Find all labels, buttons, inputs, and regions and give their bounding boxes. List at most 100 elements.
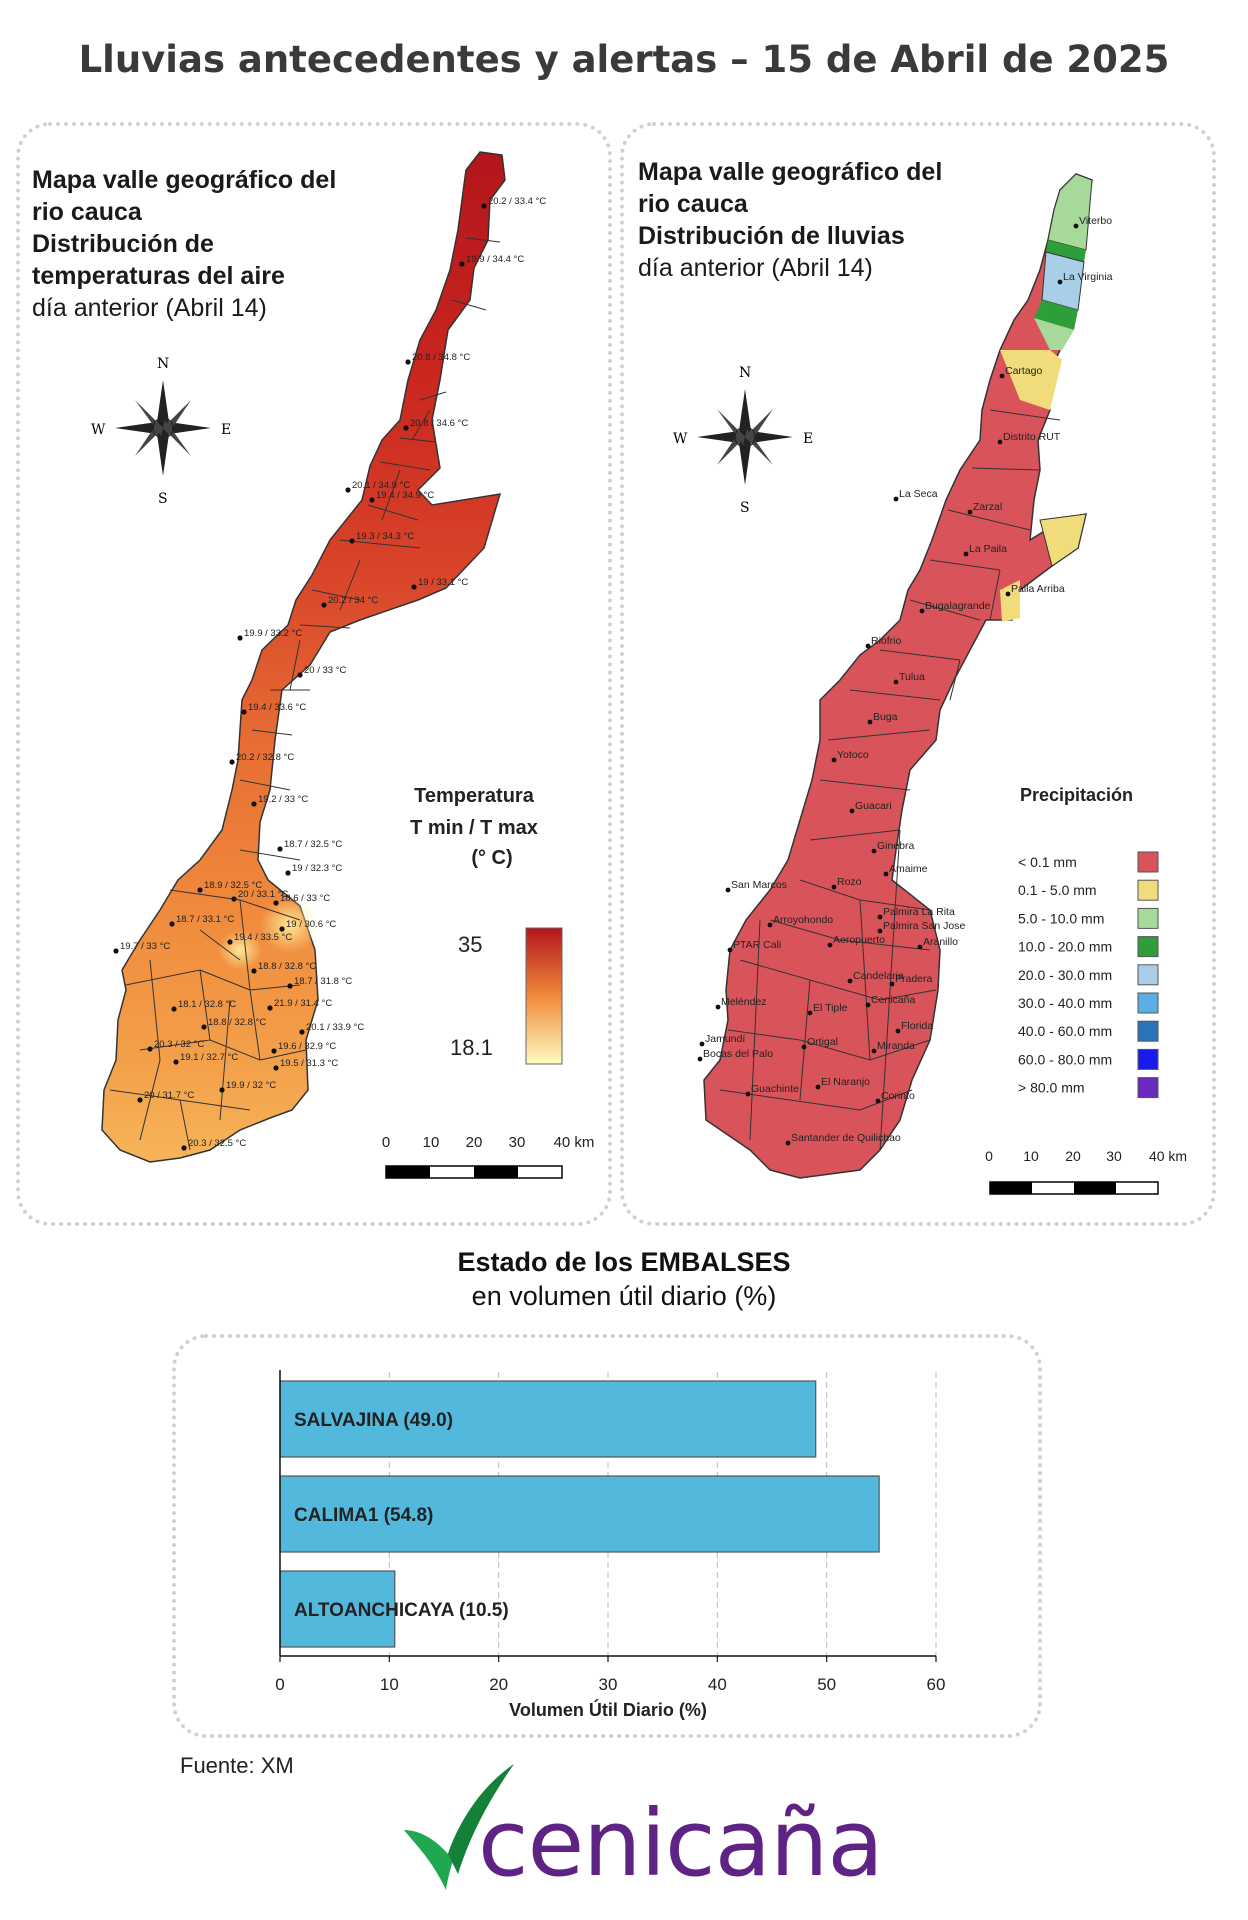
reservoirs-panel <box>172 1334 1042 1738</box>
rain-place-label: Arroyohondo <box>773 914 833 926</box>
temperature-station-marker <box>279 926 285 932</box>
temperature-station-label: 19.1 / 32.7 °C <box>180 1052 238 1063</box>
rain-legend-label: 10.0 - 20.0 mm <box>1018 939 1112 955</box>
temperature-station-label: 18.8 / 32.8 °C <box>258 961 316 972</box>
rain-place-label: Bocas del Palo <box>703 1048 773 1060</box>
temp-title-line4: temperaturas del aire <box>32 262 285 290</box>
temperature-station-label: 19.9 / 33.2 °C <box>244 628 302 639</box>
rain-place-label: El Tiple <box>813 1002 848 1014</box>
rain-legend-label: 0.1 - 5.0 mm <box>1018 882 1097 898</box>
temperature-station-label: 19.9 / 34.4 °C <box>466 254 524 265</box>
temp-scale-30: 30 <box>509 1134 526 1151</box>
reservoirs-subtitle: en volumen útil diario (%) <box>471 1281 777 1311</box>
temperature-station-label: 19.6 / 32.9 °C <box>278 1041 336 1052</box>
temperature-station-label: 20.3 / 32.5 °C <box>188 1138 246 1149</box>
temperature-station-label: 19.9 / 32 °C <box>226 1080 276 1091</box>
rain-place-label: Buga <box>873 711 898 723</box>
rain-legend-label: 20.0 - 30.0 mm <box>1018 967 1112 983</box>
temperature-station-marker <box>137 1097 143 1103</box>
rain-station-marker <box>831 884 837 890</box>
rain-place-label: Candelaria <box>853 970 904 982</box>
rain-title-line4: día anterior (Abril 14) <box>638 254 873 282</box>
rain-station-marker <box>997 439 1003 445</box>
rain-place-label: Palmira San Jose <box>883 920 965 932</box>
rain-place-label: Viterbo <box>1079 215 1112 227</box>
rain-legend-label: 40.0 - 60.0 mm <box>1018 1023 1112 1039</box>
x-tick-label: 40 <box>708 1675 727 1694</box>
temperature-station-marker <box>273 900 279 906</box>
rain-place-label: Riofrio <box>871 635 902 647</box>
rain-legend-swatch <box>1137 879 1159 901</box>
temperature-stations: 20.2 / 33.4 °C 19.9 / 34.4 °C 20.8 / 34.8 … <box>113 196 546 1151</box>
rain-place-label: Meléndez <box>721 996 767 1008</box>
temperature-station-label: 18.9 / 32.5 °C <box>204 880 262 891</box>
x-tick-label: 10 <box>380 1675 399 1694</box>
rain-station-marker <box>871 1048 877 1054</box>
rain-place-label: Guachinte <box>751 1083 799 1095</box>
bar <box>279 1570 396 1648</box>
temperature-station-marker <box>271 1048 277 1054</box>
rain-legend-swatch <box>1137 964 1159 986</box>
chart-x-ticks: 0 10 20 30 40 50 60 <box>275 1656 945 1694</box>
rain-region-shape <box>703 173 1093 1179</box>
rain-place-label: Tulua <box>899 671 925 683</box>
rain-legend-swatch <box>1137 992 1159 1014</box>
temperature-region-shape <box>101 151 506 1163</box>
rain-station-marker <box>831 757 837 763</box>
rain-place-label: Jamundí <box>705 1033 745 1045</box>
temperature-station-marker <box>219 1087 225 1093</box>
rain-place-label: Cartago <box>1005 365 1043 377</box>
temperature-station-marker <box>169 921 175 927</box>
temp-title-line1: Mapa valle geográfico del <box>32 166 337 194</box>
temperature-station-label: 19.5 / 31.3 °C <box>280 1058 338 1069</box>
rain-scale-10: 10 <box>1023 1148 1039 1164</box>
rain-title-line2: rio cauca <box>638 190 748 218</box>
rain-station-marker <box>877 928 883 934</box>
temperature-station-label: 20 / 31.7 °C <box>144 1090 194 1101</box>
rain-legend-swatch <box>1137 851 1159 873</box>
rain-station-marker <box>849 808 855 814</box>
rain-legend-label: 60.0 - 80.0 mm <box>1018 1051 1112 1067</box>
rain-scale-0: 0 <box>985 1148 993 1164</box>
rain-station-marker <box>893 496 899 502</box>
temperature-map-panel <box>16 122 612 1226</box>
temperature-station-label: 20.2 / 34 °C <box>328 595 378 606</box>
temperature-map-title: Mapa valle geográfico del rio cauca Dist… <box>32 164 336 324</box>
temperature-station-marker <box>237 635 243 641</box>
temperature-station-label: 19 / 30.6 °C <box>286 919 336 930</box>
temp-scale-0: 0 <box>382 1134 390 1151</box>
rain-station-marker <box>745 1091 751 1097</box>
rain-place-label: Zarzal <box>973 501 1002 513</box>
temperature-station-label: 18.1 / 32.8 °C <box>178 999 236 1010</box>
rain-title-line3: Distribución de lluvias <box>638 222 905 250</box>
compass-e: E <box>221 422 231 438</box>
temperature-station-label: 21.9 / 31.4 °C <box>274 998 332 1009</box>
temperature-map: 20.2 / 33.4 °C 19.9 / 34.4 °C 20.8 / 34.8 … <box>91 151 594 1179</box>
temp-scale-20: 20 <box>466 1134 483 1151</box>
rain-place-label: Paila Arriba <box>1011 583 1065 595</box>
rain-place-label: Distrito RUT <box>1003 431 1061 443</box>
rain-station-marker <box>889 981 895 987</box>
temp-legend-colorbar <box>525 927 563 1065</box>
temperature-station-marker <box>227 939 233 945</box>
rain-compass-s: S <box>740 500 750 516</box>
temperature-station-marker <box>459 261 465 267</box>
rain-place-label: Palmira La Rita <box>883 906 955 918</box>
temperature-station-marker <box>411 584 417 590</box>
temperature-station-label: 18.7 / 33.1 °C <box>176 914 234 925</box>
rain-place-label: Santander de Quilichao <box>791 1132 901 1144</box>
rain-station-marker <box>785 1140 791 1146</box>
temperature-station-label: 20.1 / 33.9 °C <box>306 1022 364 1033</box>
bar-label: CALIMA1 (54.8) <box>294 1505 433 1526</box>
temperature-station-marker <box>251 801 257 807</box>
x-tick-label: 50 <box>817 1675 836 1694</box>
rain-station-marker <box>883 871 889 877</box>
temperature-station-marker <box>321 602 327 608</box>
rain-station-marker <box>827 942 833 948</box>
rain-station-marker <box>725 887 731 893</box>
temperature-station-marker <box>229 759 235 765</box>
rain-station-marker <box>871 848 877 854</box>
rain-legend-label: > 80.0 mm <box>1018 1080 1085 1096</box>
temperature-station-label: 20 / 33 °C <box>304 665 346 676</box>
rain-station-marker <box>867 719 873 725</box>
